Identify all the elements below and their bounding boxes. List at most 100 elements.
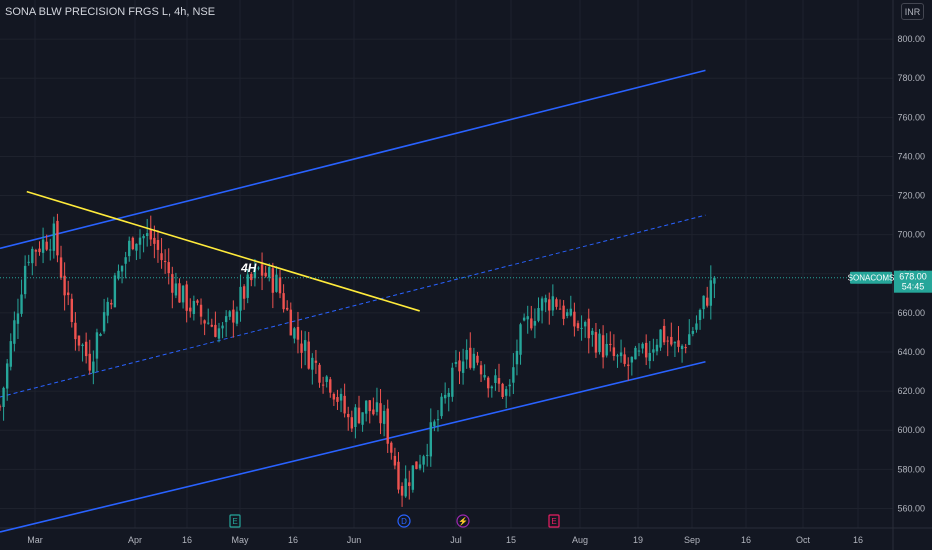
candle-down xyxy=(594,332,598,353)
candle-down xyxy=(393,455,397,466)
candle-up xyxy=(224,316,228,323)
candle-up xyxy=(709,280,713,306)
candle-up xyxy=(23,265,27,295)
candle-up xyxy=(382,410,386,424)
channel-middle-line[interactable] xyxy=(0,214,706,398)
candle-up xyxy=(239,286,242,311)
candle-up xyxy=(655,344,659,352)
candle-up xyxy=(13,320,16,344)
candle-down xyxy=(88,353,91,371)
candle-up xyxy=(544,297,547,303)
candle-down xyxy=(408,482,411,486)
candle-up xyxy=(268,267,271,278)
candle-down xyxy=(386,408,389,444)
candle-up xyxy=(95,332,99,359)
candle-up xyxy=(461,361,465,373)
chart-title: SONA BLW PRECISION FRGS L, 4h, NSE xyxy=(5,6,216,18)
x-tick-label: Apr xyxy=(128,535,142,545)
candle-up xyxy=(135,243,138,251)
candle-up xyxy=(605,343,608,356)
trendline[interactable] xyxy=(26,190,420,312)
candle-up xyxy=(145,233,149,237)
candle-up xyxy=(120,265,124,272)
candle-up xyxy=(257,267,260,269)
candle-up xyxy=(117,270,120,279)
currency-selector[interactable]: INR xyxy=(901,3,924,20)
candle-down xyxy=(684,346,687,349)
candle-up xyxy=(637,350,641,352)
candle-down xyxy=(203,320,206,324)
y-tick-label: 720.00 xyxy=(897,191,925,201)
candle-up xyxy=(5,363,9,389)
candle-up xyxy=(311,357,314,370)
candle-up xyxy=(113,275,117,308)
x-tick-label: 16 xyxy=(288,535,298,545)
x-tick-label: Jul xyxy=(450,535,462,545)
candle-down xyxy=(336,397,339,402)
candle-up xyxy=(106,301,109,316)
y-tick-label: 700.00 xyxy=(897,230,925,240)
price-tag-value: 678.00 xyxy=(899,272,927,282)
candle-up xyxy=(526,316,529,320)
candle-up xyxy=(634,347,637,360)
candle-down xyxy=(314,360,318,363)
candle-up xyxy=(551,296,555,311)
candle-down xyxy=(587,318,590,339)
candle-up xyxy=(580,327,583,329)
y-tick-label: 580.00 xyxy=(897,464,925,474)
event-marker-label: E xyxy=(551,517,556,526)
event-marker[interactable] xyxy=(548,514,560,528)
candle-up xyxy=(354,407,357,427)
candle-down xyxy=(167,262,170,274)
event-marker[interactable] xyxy=(229,514,241,528)
symbol-tag xyxy=(850,271,892,284)
candle-up xyxy=(99,333,102,336)
candle-up xyxy=(2,387,5,407)
x-tick-label: 16 xyxy=(853,535,863,545)
candle-down xyxy=(677,340,680,347)
candle-up xyxy=(422,456,425,465)
candle-down xyxy=(555,299,558,307)
candle-up xyxy=(16,313,20,324)
candle-up xyxy=(361,412,364,425)
candle-up xyxy=(41,239,45,253)
candle-up xyxy=(659,329,662,348)
candle-up xyxy=(583,322,587,327)
candle-down xyxy=(282,293,285,310)
candle-up xyxy=(508,384,511,387)
channel-lower-line[interactable] xyxy=(0,361,706,533)
candle-down xyxy=(368,400,371,412)
candle-up xyxy=(52,223,56,251)
event-marker-label: D xyxy=(401,517,407,526)
candle-up xyxy=(598,333,601,353)
candle-down xyxy=(289,309,292,336)
x-tick-label: Mar xyxy=(27,535,43,545)
candle-down xyxy=(390,442,393,453)
price-tag-countdown: 54:45 xyxy=(902,282,925,292)
candle-down xyxy=(67,292,70,296)
candle-up xyxy=(648,352,651,361)
candle-up xyxy=(436,419,440,421)
candle-down xyxy=(332,393,336,400)
candle-down xyxy=(210,324,214,327)
candle-up xyxy=(680,345,684,350)
candle-down xyxy=(415,461,418,469)
candle-down xyxy=(458,360,461,372)
candle-up xyxy=(619,352,623,357)
candle-down xyxy=(214,324,217,337)
event-marker[interactable] xyxy=(456,514,470,528)
event-marker[interactable] xyxy=(397,514,411,528)
candle-down xyxy=(189,307,192,312)
candle-down xyxy=(706,297,709,306)
candle-up xyxy=(411,465,415,490)
candle-up xyxy=(533,321,537,326)
candle-up xyxy=(440,396,443,417)
candle-up xyxy=(688,334,691,345)
candle-down xyxy=(160,253,163,261)
candle-up xyxy=(504,389,508,396)
candle-down xyxy=(149,229,152,240)
candle-down xyxy=(285,307,289,310)
